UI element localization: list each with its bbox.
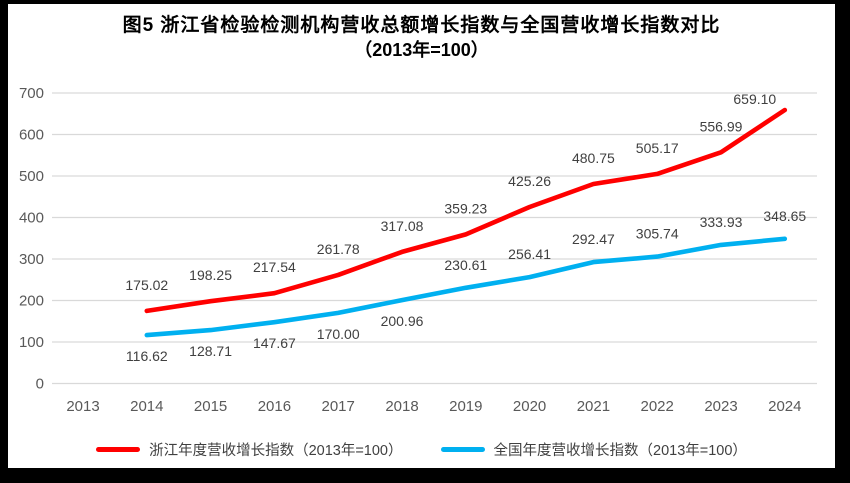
legend-item-zhejiang: 浙江年度营收增长指数（2013年=100） — [96, 439, 403, 460]
x-axis-tick-label: 2019 — [449, 398, 482, 415]
y-axis-tick-label: 500 — [19, 168, 44, 185]
chart-page: 图5 浙江省检验检测机构营收总额增长指数与全国营收增长指数对比 （2013年=1… — [8, 4, 835, 468]
data-point-label: 317.08 — [381, 218, 424, 234]
x-axis-tick-label: 2023 — [704, 398, 737, 415]
data-point-label: 170.00 — [317, 326, 360, 342]
legend-line-swatch-national — [440, 446, 485, 452]
y-axis-tick-label: 400 — [19, 210, 44, 227]
x-axis-tick-label: 2016 — [258, 398, 291, 415]
y-axis-tick-label: 700 — [19, 85, 44, 102]
chart-title: 图5 浙江省检验检测机构营收总额增长指数与全国营收增长指数对比 （2013年=1… — [8, 14, 835, 61]
legend-item-national: 全国年度营收增长指数（2013年=100） — [440, 439, 747, 460]
data-point-label: 128.71 — [189, 343, 232, 359]
data-point-label: 659.10 — [733, 91, 776, 107]
legend-label-zhejiang: 浙江年度营收增长指数（2013年=100） — [149, 442, 403, 459]
data-point-label: 200.96 — [381, 313, 424, 329]
x-axis-tick-label: 2024 — [768, 398, 801, 415]
data-point-label: 292.47 — [572, 231, 615, 247]
y-axis-tick-label: 600 — [19, 127, 44, 144]
data-point-label: 480.75 — [572, 150, 615, 166]
series-line-zhejiang — [144, 107, 788, 314]
x-axis-tick-label: 2014 — [130, 398, 163, 415]
x-axis-tick-label: 2021 — [577, 398, 610, 415]
x-axis-tick-label: 2017 — [322, 398, 355, 415]
data-point-label: 198.25 — [189, 267, 232, 283]
x-axis-tick-label: 2022 — [641, 398, 674, 415]
x-axis-tick-label: 2020 — [513, 398, 546, 415]
data-point-label: 305.74 — [636, 226, 679, 242]
data-point-label: 147.67 — [253, 335, 296, 351]
data-point-label: 217.54 — [253, 259, 296, 275]
series-line-national — [144, 236, 788, 338]
chart-legend: 浙江年度营收增长指数（2013年=100） 全国年度营收增长指数（2013年=1… — [8, 436, 835, 462]
data-point-label: 556.99 — [700, 118, 743, 134]
chart-title-line2: （2013年=100） — [354, 39, 489, 60]
x-axis-tick-label: 2018 — [385, 398, 418, 415]
data-point-label: 425.26 — [508, 173, 551, 189]
data-point-label: 359.23 — [444, 200, 487, 216]
chart-title-line1: 图5 浙江省检验检测机构营收总额增长指数与全国营收增长指数对比 — [122, 15, 721, 36]
data-point-label: 333.93 — [700, 214, 743, 230]
x-axis-tick-label: 2015 — [194, 398, 227, 415]
x-axis-tick-label: 2013 — [66, 398, 99, 415]
data-point-label: 230.61 — [444, 257, 487, 273]
y-axis-tick-label: 300 — [19, 251, 44, 268]
y-axis-tick-label: 100 — [19, 334, 44, 351]
y-axis-tick-label: 200 — [19, 293, 44, 310]
legend-label-national: 全国年度营收增长指数（2013年=100） — [493, 442, 747, 459]
legend-line-swatch-zhejiang — [96, 446, 141, 452]
data-point-label: 256.41 — [508, 246, 551, 262]
line-chart: 0 100 200 300 400 500 600 700 2013 2014 2015 2016 20… — [19, 85, 817, 415]
data-point-label: 348.65 — [763, 208, 806, 224]
data-point-label: 505.17 — [636, 140, 679, 156]
data-point-label: 175.02 — [125, 277, 168, 293]
data-point-label: 116.62 — [126, 348, 168, 364]
data-point-label: 261.78 — [317, 241, 360, 257]
y-axis-tick-label: 0 — [36, 376, 44, 393]
